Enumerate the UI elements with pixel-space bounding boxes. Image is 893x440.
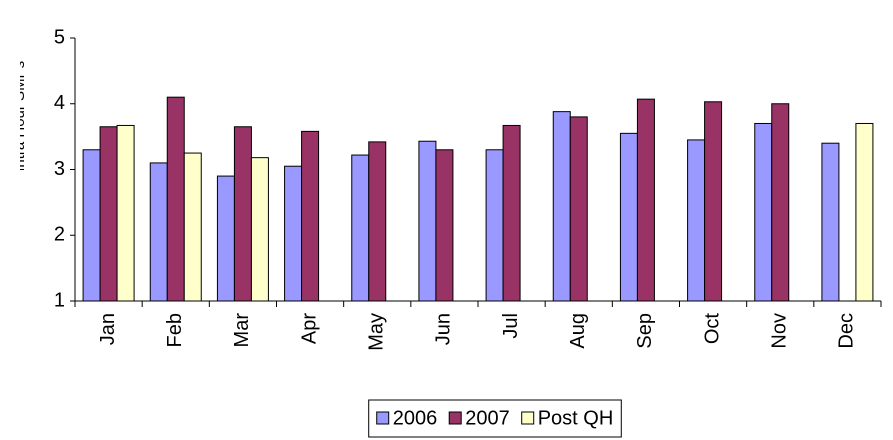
y-tick-label: 5 (54, 26, 65, 48)
bar (82, 149, 101, 302)
legend-label: 2007 (465, 407, 510, 429)
y-axis-label: Average No. Of Intra Hour SMPs (11, 61, 28, 279)
bar (821, 142, 840, 302)
legend-swatch (376, 411, 390, 425)
bar (351, 154, 370, 302)
bar (99, 126, 118, 302)
bar (771, 103, 790, 302)
legend-box (368, 399, 622, 438)
x-tick-label: Jul (500, 313, 522, 339)
legend-swatch (521, 411, 535, 425)
bar (435, 149, 454, 302)
bar (216, 175, 235, 302)
x-tick-label: Aug (567, 313, 589, 349)
bar (233, 126, 252, 302)
y-tick-label: 4 (54, 92, 65, 114)
x-tick-label: Nov (769, 313, 791, 349)
bar (284, 165, 303, 302)
bar (149, 162, 168, 302)
bar (569, 116, 588, 302)
bar (116, 124, 135, 302)
bar (552, 111, 571, 302)
x-tick-label: Dec (836, 313, 858, 349)
y-tick-label: 2 (54, 224, 65, 246)
legend-label: Post QH (538, 407, 614, 429)
x-tick-label: Apr (298, 313, 320, 344)
x-tick-label: Jun (433, 313, 455, 345)
bar (250, 157, 269, 302)
bar (418, 140, 437, 302)
x-tick-label: Jan (97, 313, 119, 345)
bar (855, 122, 874, 302)
x-tick-label: Oct (701, 313, 723, 345)
bar (687, 139, 706, 302)
bar (502, 124, 521, 302)
x-tick-label: May (366, 313, 388, 351)
bar (368, 141, 387, 302)
legend: 2006 2007 Post QH (368, 399, 622, 438)
x-tick-label: Feb (164, 313, 186, 347)
x-tick-label: Mar (231, 313, 253, 348)
bar (301, 130, 320, 302)
bar (485, 149, 504, 302)
x-tick-label: Sep (634, 313, 656, 349)
y-tick-label: 3 (54, 158, 65, 180)
legend-swatch (448, 411, 462, 425)
bar (166, 96, 185, 302)
y-tick-label: 1 (54, 289, 65, 311)
bar (754, 122, 773, 302)
bar (704, 101, 723, 302)
bar (619, 132, 638, 302)
bar (636, 98, 655, 302)
bar (183, 152, 202, 302)
legend-label: 2006 (393, 407, 438, 429)
